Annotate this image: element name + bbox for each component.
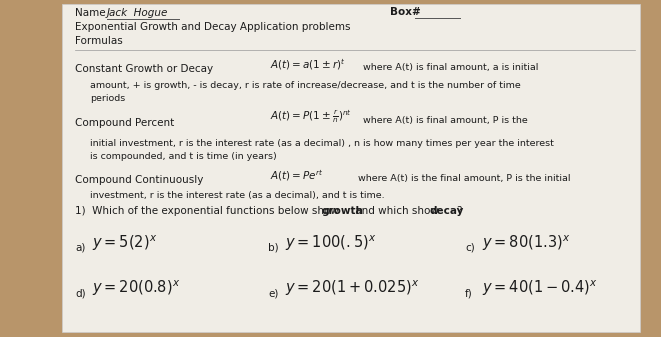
Text: f): f)	[465, 288, 473, 298]
Text: e): e)	[268, 288, 278, 298]
Text: a): a)	[75, 243, 85, 253]
Text: Compound Percent: Compound Percent	[75, 118, 175, 128]
Text: $A(t) = Pe^{rt}$: $A(t) = Pe^{rt}$	[270, 168, 324, 183]
Text: Compound Continuously: Compound Continuously	[75, 175, 204, 185]
Text: 1)  Which of the exponential functions below show: 1) Which of the exponential functions be…	[75, 206, 342, 216]
Text: decay: decay	[430, 206, 465, 216]
Text: $y = 20(0.8)^x$: $y = 20(0.8)^x$	[92, 278, 180, 298]
Text: $y = 20(1+0.025)^x$: $y = 20(1+0.025)^x$	[285, 278, 420, 298]
Text: ?: ?	[456, 206, 461, 216]
Text: Constant Growth or Decay: Constant Growth or Decay	[75, 64, 213, 74]
Text: where A(t) is the final amount, P is the initial: where A(t) is the final amount, P is the…	[355, 174, 570, 183]
Text: amount, + is growth, - is decay, r is rate of increase/decrease, and t is the nu: amount, + is growth, - is decay, r is ra…	[90, 81, 521, 90]
Text: where A(t) is final amount, P is the: where A(t) is final amount, P is the	[360, 116, 527, 125]
Text: periods: periods	[90, 94, 125, 103]
Text: $y = 40(1-0.4)^x$: $y = 40(1-0.4)^x$	[482, 278, 598, 298]
Text: investment, r is the interest rate (as a decimal), and t is time.: investment, r is the interest rate (as a…	[90, 191, 385, 200]
Text: Name: Name	[75, 8, 109, 18]
Text: and which show: and which show	[352, 206, 442, 216]
Text: d): d)	[75, 288, 86, 298]
Text: c): c)	[465, 243, 475, 253]
Text: Formulas: Formulas	[75, 36, 123, 46]
FancyBboxPatch shape	[62, 4, 640, 332]
Text: where A(t) is final amount, a is initial: where A(t) is final amount, a is initial	[360, 63, 538, 72]
Text: $y = 100(.5)^x$: $y = 100(.5)^x$	[285, 234, 376, 253]
Text: Jack  Hogue: Jack Hogue	[107, 8, 169, 18]
Text: $A(t) = a(1\pm r)^t$: $A(t) = a(1\pm r)^t$	[270, 57, 346, 72]
Text: growth: growth	[322, 206, 364, 216]
Text: is compounded, and t is time (in years): is compounded, and t is time (in years)	[90, 152, 277, 161]
Text: Exponential Growth and Decay Application problems: Exponential Growth and Decay Application…	[75, 22, 350, 32]
Text: $y = 5(2)^x$: $y = 5(2)^x$	[92, 234, 157, 253]
Text: $y = 80(1.3)^x$: $y = 80(1.3)^x$	[482, 234, 570, 253]
Text: initial investment, r is the interest rate (as a decimal) , n is how many times : initial investment, r is the interest ra…	[90, 139, 554, 148]
Text: Box#: Box#	[390, 7, 421, 17]
Text: b): b)	[268, 243, 279, 253]
Text: $A(t) = P(1\pm \frac{r}{n})^{nt}$: $A(t) = P(1\pm \frac{r}{n})^{nt}$	[270, 109, 352, 125]
